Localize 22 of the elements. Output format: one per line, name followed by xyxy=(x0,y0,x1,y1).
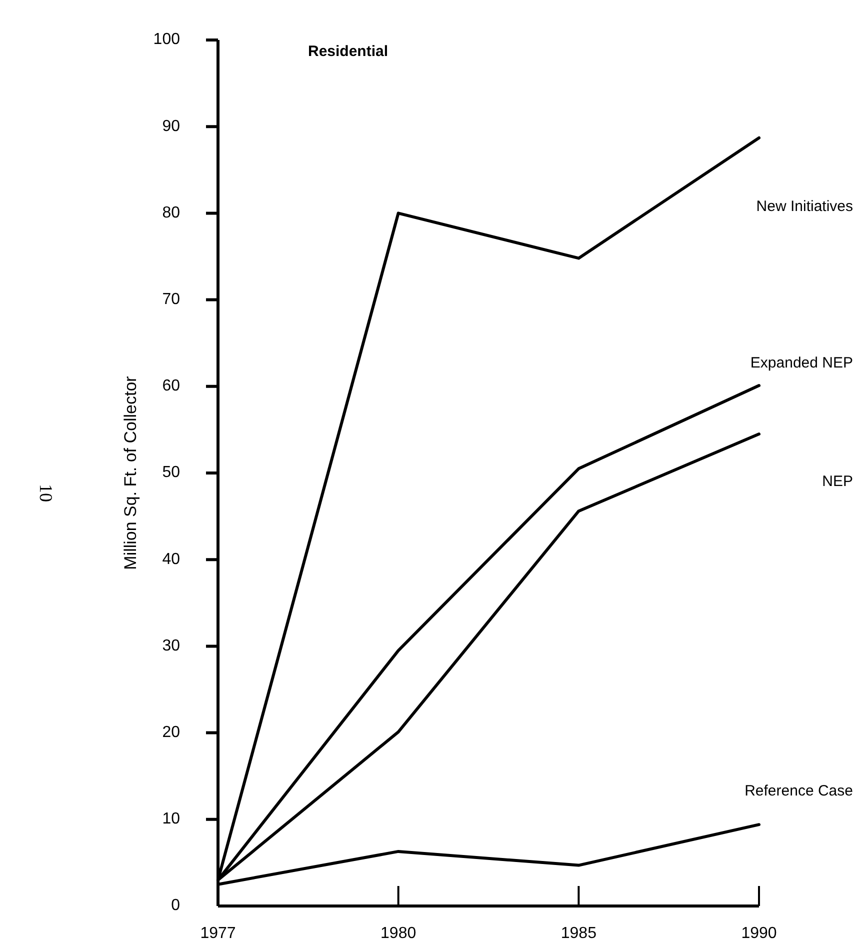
y-tick-label: 0 xyxy=(171,897,180,914)
x-tick-label: 1990 xyxy=(741,925,777,942)
text: NEP xyxy=(822,473,853,490)
y-tick-label: 90 xyxy=(162,118,180,135)
chart-title: Residential xyxy=(308,43,388,60)
series-label: Expanded NEP xyxy=(750,354,853,372)
y-tick-label: 80 xyxy=(162,204,180,222)
y-tick-label: 100 xyxy=(153,31,180,48)
y-tick-label: 70 xyxy=(162,291,180,308)
y-tick-label: 20 xyxy=(162,724,180,742)
y-tick-label: 40 xyxy=(162,550,180,568)
y-tick-label: 60 xyxy=(162,378,180,395)
text: 10 xyxy=(36,484,56,502)
y-tick-label: 30 xyxy=(162,637,180,654)
series-label: Reference Case xyxy=(744,782,853,800)
y-axis-title: Million Sq. Ft. of Collector xyxy=(121,376,140,570)
x-tick-label: 1977 xyxy=(200,925,236,942)
x-tick-label: 1980 xyxy=(380,925,416,942)
x-tick-label: 1985 xyxy=(560,925,597,942)
y-tick-label: 10 xyxy=(162,810,180,828)
y-tick-label: 50 xyxy=(162,464,180,482)
text: New Initiatives xyxy=(756,198,853,215)
